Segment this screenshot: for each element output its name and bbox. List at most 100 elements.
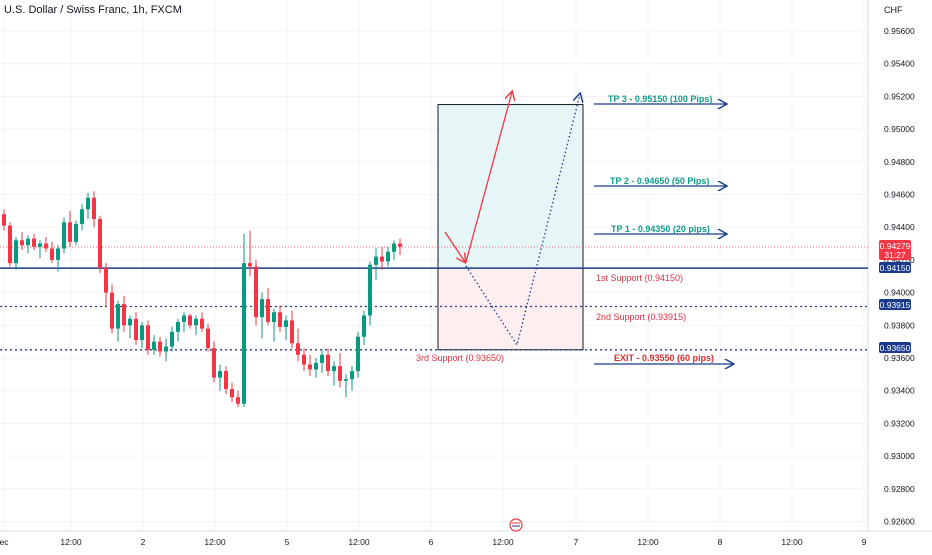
candle-body [296, 343, 300, 355]
candle [176, 318, 180, 342]
candle-body [194, 318, 198, 326]
time-tick-label: 5 [285, 537, 290, 547]
candle [236, 390, 240, 408]
candle [158, 336, 162, 357]
candle [38, 240, 42, 259]
candle [164, 338, 168, 362]
candle-body [182, 315, 186, 323]
time-tick-label: 2 [141, 537, 146, 547]
candle-body [80, 209, 84, 224]
candle-body [230, 389, 234, 398]
candle-body [380, 256, 384, 262]
candle [98, 215, 102, 273]
candle [170, 326, 174, 352]
support3-price: 0.93650 [880, 343, 911, 353]
candle [122, 295, 126, 332]
candle [200, 312, 204, 332]
candle-body [266, 299, 270, 323]
candle-body [224, 371, 228, 390]
candle-body [50, 248, 54, 260]
candle [182, 312, 186, 332]
price-tick-label: 0.93200 [884, 418, 915, 428]
candle [374, 248, 378, 280]
price-tick-label: 0.94600 [884, 190, 915, 200]
candle [62, 217, 66, 254]
tp1-label: TP 1 - 0.94350 (20 pips) [611, 224, 710, 234]
candle [314, 358, 318, 378]
candle-body [398, 243, 402, 247]
candle-body [284, 320, 288, 327]
candle [194, 315, 198, 336]
candle-body [236, 397, 240, 404]
candle [74, 220, 78, 246]
candle-body [128, 318, 132, 326]
time-tick-label: 12:00 [781, 537, 803, 547]
candle [140, 322, 144, 349]
candle-body [290, 320, 294, 344]
price-tick-label: 0.94400 [884, 222, 915, 232]
price-tick-label: 0.95400 [884, 59, 915, 69]
candle-body [164, 346, 168, 352]
candle-body [8, 225, 12, 264]
event-flag-icon[interactable] [509, 518, 523, 532]
candle-body [200, 318, 204, 329]
candle-body [314, 362, 318, 370]
price-tick-label: 0.93800 [884, 320, 915, 330]
candle [2, 209, 6, 231]
candle-body [350, 371, 354, 380]
candle [302, 348, 306, 372]
candle-body [110, 292, 114, 329]
candle [110, 284, 114, 334]
candle-body [170, 331, 174, 347]
candle-body [176, 322, 180, 332]
candle-body [260, 299, 264, 318]
candle [20, 232, 24, 251]
candle-body [116, 304, 120, 329]
candle-body [32, 238, 36, 247]
exit-label: EXIT - 0.93550 (60 pips) [614, 353, 714, 363]
candle [248, 230, 252, 277]
candle-body [344, 379, 348, 381]
candle [392, 240, 396, 260]
candle [242, 233, 246, 408]
candle [146, 320, 150, 355]
currency-label: CHF [884, 5, 903, 15]
candle [362, 310, 366, 345]
candle [350, 366, 354, 391]
candle-body [38, 243, 42, 247]
price-tick-label: 0.93000 [884, 451, 915, 461]
support2-label: 2nd Support (0.93915) [596, 312, 686, 322]
candle [8, 222, 12, 267]
candle-body [68, 222, 72, 242]
candle-body [218, 371, 222, 378]
candle-body [26, 238, 30, 246]
support1-label: 1st Support (0.94150) [596, 273, 683, 283]
candle-body [386, 251, 390, 262]
chart-title: U.S. Dollar / Swiss Franc, 1h, FXCM [4, 4, 182, 16]
candle-body [332, 366, 336, 372]
candle-body [374, 256, 378, 265]
support1-price: 0.94150 [880, 263, 911, 273]
candle-body [278, 312, 282, 327]
candle-body [338, 366, 342, 381]
candle [68, 210, 72, 247]
price-tick-label: 0.95600 [884, 26, 915, 36]
candle [368, 261, 372, 326]
candle [290, 310, 294, 349]
candle-body [86, 197, 90, 210]
candle [320, 349, 324, 373]
candle [206, 323, 210, 352]
candle [92, 191, 96, 228]
candle [86, 192, 90, 220]
candle-body [2, 214, 6, 226]
candle [380, 246, 384, 270]
current-price-value: 0.94279 [880, 241, 911, 251]
candle-body [320, 354, 324, 363]
current-price-marker: 0.94279 31:27 [879, 240, 911, 260]
candle [278, 305, 282, 332]
candle [80, 204, 84, 231]
countdown-value: 31:27 [884, 250, 906, 260]
candle [224, 366, 228, 394]
